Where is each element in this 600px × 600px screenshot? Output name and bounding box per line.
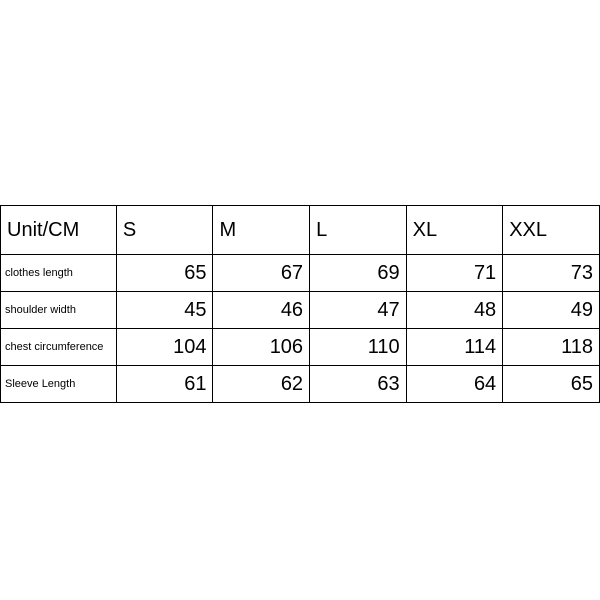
cell: 63 — [310, 366, 407, 403]
cell: 67 — [213, 255, 310, 292]
cell: 65 — [116, 255, 213, 292]
size-header-s: S — [116, 206, 213, 255]
cell: 104 — [116, 329, 213, 366]
table-row: shoulder width 45 46 47 48 49 — [1, 292, 600, 329]
cell: 61 — [116, 366, 213, 403]
page: Unit/CM S M L XL XXL clothes length 65 6… — [0, 0, 600, 600]
cell: 69 — [310, 255, 407, 292]
cell: 64 — [406, 366, 503, 403]
size-chart-table: Unit/CM S M L XL XXL clothes length 65 6… — [0, 205, 600, 403]
cell: 65 — [503, 366, 600, 403]
cell: 62 — [213, 366, 310, 403]
cell: 110 — [310, 329, 407, 366]
cell: 46 — [213, 292, 310, 329]
cell: 73 — [503, 255, 600, 292]
table-row: Sleeve Length 61 62 63 64 65 — [1, 366, 600, 403]
cell: 114 — [406, 329, 503, 366]
cell: 49 — [503, 292, 600, 329]
size-header-m: M — [213, 206, 310, 255]
size-header-xxl: XXL — [503, 206, 600, 255]
unit-header: Unit/CM — [1, 206, 117, 255]
table-row: chest circumference 104 106 110 114 118 — [1, 329, 600, 366]
cell: 106 — [213, 329, 310, 366]
size-header-l: L — [310, 206, 407, 255]
table-row: clothes length 65 67 69 71 73 — [1, 255, 600, 292]
table-header-row: Unit/CM S M L XL XXL — [1, 206, 600, 255]
row-label-clothes-length: clothes length — [1, 255, 117, 292]
cell: 45 — [116, 292, 213, 329]
cell: 47 — [310, 292, 407, 329]
cell: 71 — [406, 255, 503, 292]
cell: 118 — [503, 329, 600, 366]
row-label-chest-circumference: chest circumference — [1, 329, 117, 366]
row-label-sleeve-length: Sleeve Length — [1, 366, 117, 403]
cell: 48 — [406, 292, 503, 329]
row-label-shoulder-width: shoulder width — [1, 292, 117, 329]
size-header-xl: XL — [406, 206, 503, 255]
